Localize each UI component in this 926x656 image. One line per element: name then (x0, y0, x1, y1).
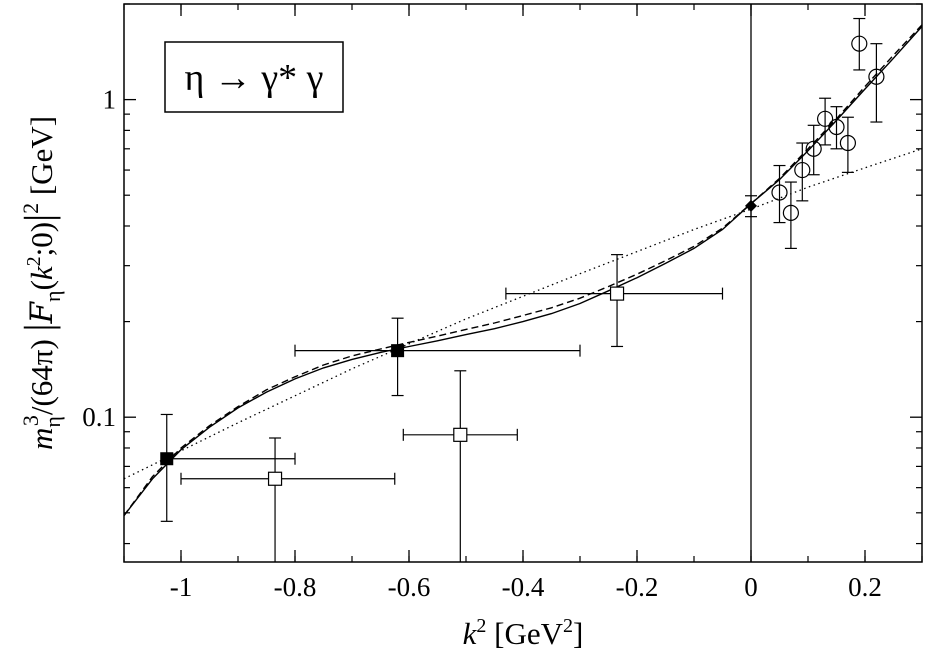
data-point-filled-square (294, 317, 581, 397)
data-point-open-square (505, 254, 724, 348)
data-point-open-circle (828, 106, 845, 150)
tick-labels-layer: -1 -0.8 -0.6 -0.4 -0.2 0 0.2 0.1 1 (82, 85, 882, 602)
marker-open-square (609, 286, 625, 301)
data-point-open-circle (816, 97, 834, 146)
y-axis-title: mη3/(64π) |Fη(k2;0)|2 [GeV] (16, 116, 65, 450)
curve-dashed (124, 24, 922, 517)
y-title-sup: 3 (18, 415, 43, 426)
x-axis-title: k2 [GeV2] (463, 615, 584, 651)
data-point-open-circle (794, 142, 811, 202)
x-title-unit: [GeV (486, 616, 563, 651)
y-title-paren: ( (24, 280, 59, 290)
marker-open-circle (828, 118, 845, 136)
marker-open-circle (839, 134, 857, 152)
y-title-sub: η (40, 416, 65, 428)
y-title-bar: | (16, 323, 61, 331)
x-tick-label: -0.6 (388, 572, 431, 602)
x-tick-label: -0.4 (502, 572, 545, 602)
marker-open-circle (816, 110, 834, 127)
y-tick-label: 1 (103, 85, 117, 115)
y-title-ksup: 2 (23, 256, 45, 266)
data-point-open-circle (771, 164, 788, 224)
data-point-filled-square (160, 413, 296, 522)
data-point-open-circle (839, 116, 857, 173)
x-title-unit-sup: 2 (563, 615, 573, 637)
data-point-open-circle (782, 181, 800, 250)
x-title-close: ] (573, 616, 583, 651)
data-point-open-square (402, 370, 518, 562)
marker-open-circle (851, 35, 868, 52)
x-tick-label: -1 (170, 572, 193, 602)
points-layer (160, 17, 885, 562)
marker-open-square (453, 427, 468, 442)
marker-open-circle (868, 68, 885, 85)
marker-open-square (267, 471, 283, 486)
marker-open-circle (771, 184, 788, 201)
data-point-open-circle (805, 124, 822, 176)
axes-layer (123, 3, 923, 563)
marker-filled-square (391, 344, 405, 358)
y-title-sq: 2 (18, 203, 43, 214)
y-title-F: F (24, 300, 60, 324)
marker-open-circle (805, 140, 822, 157)
curve-solid (124, 25, 922, 517)
y-title-sub2: η (40, 290, 65, 302)
x-title-sup: 2 (476, 615, 486, 637)
axis-titles: k2 [GeV2]mη3/(64π) |Fη(k2;0)|2 [GeV] (16, 116, 583, 651)
marker-open-circle (782, 204, 800, 221)
y-title-arg: ;0) (24, 222, 59, 256)
curve-dotted (124, 148, 922, 480)
marker-filled-square (160, 452, 174, 466)
x-tick-label: 0 (744, 572, 758, 602)
curves-layer (124, 24, 922, 517)
y-title-bar2: | (16, 214, 61, 222)
x-tick-label: 0.2 (848, 572, 882, 602)
y-tick-label: 0.1 (82, 402, 116, 432)
data-point-open-circle (851, 17, 868, 71)
marker-open-circle (794, 161, 811, 179)
x-tick-label: -0.8 (274, 572, 317, 602)
y-title-m: m (24, 428, 59, 450)
legend-box: η → γ* γ (164, 41, 344, 113)
data-point-open-circle (868, 43, 885, 123)
annotation-label: η → γ* γ (185, 57, 324, 99)
y-title-unit: [GeV] (24, 116, 59, 203)
data-point-open-square (180, 437, 396, 562)
x-tick-label: -0.2 (616, 572, 659, 602)
y-title-mid: /(64π) (24, 331, 59, 415)
x-title-k: k (463, 616, 478, 651)
y-title-k: k (24, 265, 59, 280)
